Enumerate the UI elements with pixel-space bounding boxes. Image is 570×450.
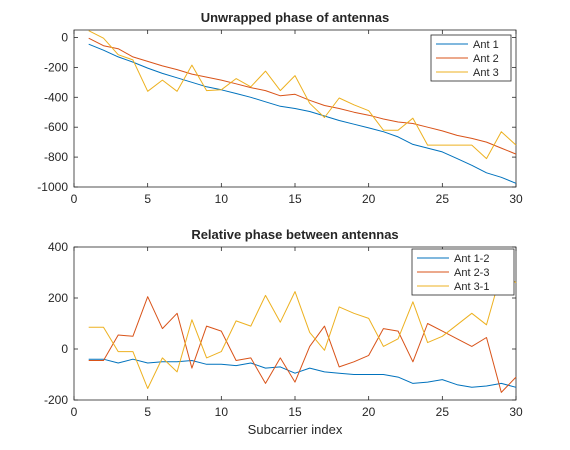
x-tick-label: 25: [436, 192, 450, 206]
chart-2: Relative phase between antennas 0 5 10 15 20 2…: [44, 227, 523, 437]
legend-label: Ant 1-2: [454, 253, 489, 265]
y-tick-label: -200: [44, 60, 68, 74]
legend-label: Ant 1: [473, 39, 499, 51]
legend: Ant 1 Ant 2 Ant 3: [430, 34, 512, 82]
series-line-1: [88, 43, 517, 184]
x-tick-label: 20: [362, 405, 376, 419]
x-tick-label: 5: [144, 405, 151, 419]
series-line-3: [88, 272, 517, 389]
x-tick-label: 20: [362, 192, 376, 206]
x-tick-label: 25: [436, 405, 450, 419]
x-tick-label: 5: [144, 192, 151, 206]
y-tick-label: 200: [48, 291, 68, 305]
series-line-3: [88, 30, 517, 160]
x-tick-label: 30: [509, 405, 523, 419]
series-line-2: [88, 296, 517, 393]
legend-label: Ant 3: [473, 67, 499, 79]
x-tick-label: 15: [288, 192, 302, 206]
y-tick-label: 0: [61, 342, 68, 356]
y-tick-label: -1000: [37, 180, 68, 194]
y-tick-label: -800: [44, 150, 68, 164]
series-line-2: [88, 37, 517, 155]
chart-title: Unwrapped phase of antennas: [201, 10, 390, 25]
x-axis-label: Subcarrier index: [248, 422, 343, 437]
y-tick-label: -600: [44, 120, 68, 134]
legend-label: Ant 2-3: [454, 267, 489, 279]
legend-label: Ant 3-1: [454, 281, 489, 293]
x-tick-label: 10: [215, 192, 229, 206]
x-tick-label: 30: [509, 192, 523, 206]
x-tick-label: 0: [71, 192, 78, 206]
chart-title: Relative phase between antennas: [191, 227, 398, 242]
x-tick-label: 0: [71, 405, 78, 419]
chart-1: Unwrapped phase of antennas 0 5 10 15 20 25 30 0…: [37, 10, 523, 206]
x-tick-label: 15: [288, 405, 302, 419]
x-tick-label: 10: [215, 405, 229, 419]
y-tick-label: -400: [44, 90, 68, 104]
y-tick-label: 400: [48, 240, 68, 254]
legend: Ant 1-2 Ant 2-3 Ant 3-1: [411, 248, 515, 296]
legend-label: Ant 2: [473, 53, 499, 65]
y-tick-label: 0: [61, 30, 68, 44]
y-tick-label: -200: [44, 393, 68, 407]
